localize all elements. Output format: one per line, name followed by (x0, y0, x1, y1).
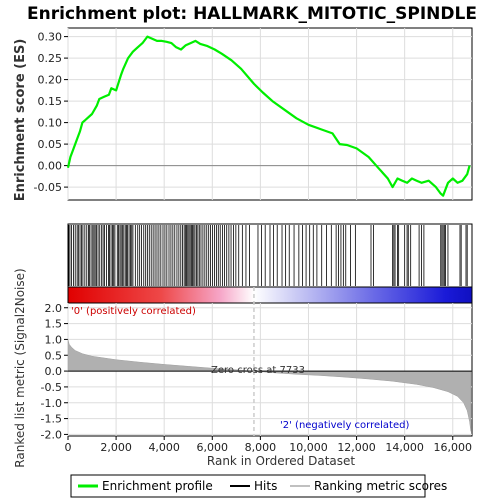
x-tick-label: 10,000 (289, 441, 328, 454)
ranking-metric-area (67, 339, 472, 432)
positive-correlation-label: '0' (positively correlated) (71, 306, 196, 317)
metric-y-tick-label: 1.0 (45, 333, 63, 346)
metric-y-tick-label: -1.5 (41, 413, 62, 426)
chart-title: Enrichment plot: HALLMARK_MITOTIC_SPINDL… (27, 4, 477, 24)
es-y-tick-label: 0.20 (38, 74, 63, 87)
x-axis-label: Rank in Ordered Dataset (207, 454, 355, 468)
x-tick-label: 6,000 (197, 441, 229, 454)
hits-panel (67, 223, 473, 288)
enrichment-profile-line (66, 35, 471, 197)
es-y-tick-label: 0.15 (38, 95, 63, 108)
metric-y-axis-label: Ranked list metric (Signal2Noise) (13, 268, 27, 467)
es-y-tick-label: -0.05 (34, 181, 62, 194)
x-tick-label: 4,000 (148, 441, 180, 454)
metric-y-tick-label: 0.5 (45, 349, 63, 362)
es-y-tick-label: 0.10 (38, 117, 63, 130)
es-y-tick-label: 0.00 (38, 160, 63, 173)
es-y-tick-label: 0.30 (38, 31, 63, 44)
x-axis: 0 2,000 4,000 6,000 8,000 10,000 12,000 14,000 1… (65, 436, 473, 454)
metric-y-tick-label: -0.5 (41, 381, 62, 394)
x-tick-label: 8,000 (245, 441, 277, 454)
legend: Enrichment profile Hits Ranking metric s… (70, 474, 447, 498)
metric-y-tick-label: -2.0 (41, 428, 62, 441)
x-tick-label: 2,000 (100, 441, 132, 454)
metric-y-tick-label: -1.0 (41, 397, 62, 410)
metric-y-tick-label: 1.5 (45, 318, 63, 331)
es-y-axis-label: Enrichment score (ES) (13, 39, 28, 202)
es-y-tick-label: 0.05 (38, 138, 63, 151)
legend-metric-label: Ranking metric scores (314, 479, 447, 493)
x-tick-label: 12,000 (337, 441, 376, 454)
x-tick-label: 14,000 (385, 441, 424, 454)
es-plot-frame (67, 27, 473, 201)
es-panel: -0.05 0.00 0.05 0.10 0.15 0.20 0.25 0.30 (34, 27, 473, 201)
metric-y-tick-label: 2.0 (45, 302, 63, 315)
zero-cross-label: Zero cross at 7733 (211, 365, 305, 376)
metric-panel: -2.0 -1.5 -1.0 -0.5 0.0 0.5 1.0 1.5 2.0 (41, 287, 473, 441)
x-tick-label: 0 (65, 441, 72, 454)
x-tick-label: 16,000 (434, 441, 473, 454)
rank-colorbar (67, 286, 473, 304)
es-y-tick-label: 0.25 (38, 52, 63, 65)
legend-hits-label: Hits (254, 479, 277, 493)
negative-correlation-label: '2' (negatively correlated) (280, 420, 409, 431)
metric-y-tick-label: 0.0 (45, 365, 63, 378)
rank-colorbar-fill (67, 286, 473, 304)
legend-profile-label: Enrichment profile (102, 479, 213, 493)
